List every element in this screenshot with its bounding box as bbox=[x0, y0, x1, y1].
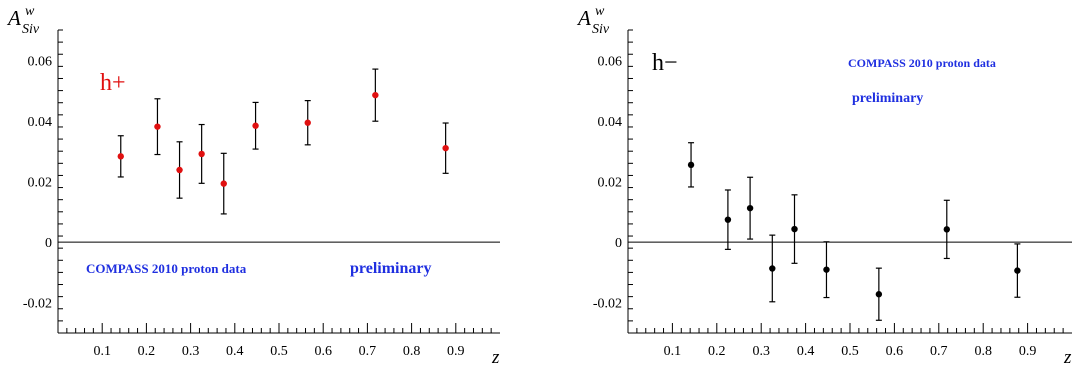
y-tick-label: 0.06 bbox=[598, 54, 623, 69]
x-tick-label: 0.1 bbox=[664, 344, 682, 359]
data-point bbox=[117, 153, 124, 160]
data-point bbox=[687, 161, 695, 169]
x-tick-label: 0.6 bbox=[886, 344, 904, 359]
annotation-preliminary: preliminary bbox=[350, 260, 431, 277]
data-point bbox=[724, 216, 732, 223]
x-tick-label: 0.2 bbox=[708, 344, 726, 359]
y-tick-label: 0 bbox=[45, 236, 52, 251]
y-tick-label: 0.04 bbox=[28, 115, 53, 130]
y-axis-label-sup: w bbox=[595, 4, 605, 19]
x-tick-label: 0.5 bbox=[841, 344, 859, 359]
x-tick-label: 0.4 bbox=[797, 344, 815, 359]
y-tick-label: 0.02 bbox=[28, 176, 53, 191]
data-point bbox=[154, 123, 161, 130]
y-axis-label-sup: w bbox=[25, 4, 35, 19]
x-tick-label: 0.5 bbox=[270, 344, 288, 359]
y-axis-label-sub: Siv bbox=[22, 22, 40, 37]
y-axis-label: A bbox=[6, 6, 21, 30]
data-point bbox=[176, 166, 183, 174]
x-tick-label: 0.3 bbox=[752, 344, 770, 359]
data-point bbox=[252, 122, 259, 129]
data-point bbox=[875, 291, 883, 298]
data-point bbox=[943, 226, 950, 233]
y-tick-label: 0.04 bbox=[598, 115, 623, 130]
x-tick-label: 0.9 bbox=[447, 344, 465, 359]
annotation-preliminary: preliminary bbox=[852, 91, 923, 106]
y-axis-label-sub: Siv bbox=[592, 22, 610, 37]
x-tick-label: 0.9 bbox=[1019, 344, 1037, 359]
y-tick-label: -0.02 bbox=[593, 297, 622, 312]
y-tick-label: -0.02 bbox=[23, 297, 52, 312]
series-label: h− bbox=[652, 50, 678, 76]
x-axis-label: z bbox=[1063, 347, 1072, 365]
panel-h-plus: 0.1 0.2 0.3 0.4 0.5 0.6 0.7 0.8 0.9 -0.02 0 0.02 0.0… bbox=[6, 4, 500, 365]
x-tick-label: 0.2 bbox=[138, 344, 156, 359]
x-tick-label: 0.8 bbox=[974, 344, 992, 359]
data-point bbox=[769, 265, 776, 272]
x-tick-label: 0.1 bbox=[93, 344, 111, 359]
y-axis-label: A bbox=[576, 6, 591, 30]
data-point bbox=[1014, 267, 1021, 274]
y-tick-label: 0.02 bbox=[598, 176, 623, 191]
y-tick-label: 0 bbox=[615, 236, 622, 251]
data-point bbox=[372, 91, 379, 99]
data-point bbox=[746, 204, 754, 212]
data-point bbox=[442, 144, 449, 152]
annotation-experiment: COMPASS 2010 proton data bbox=[848, 56, 996, 70]
data-point bbox=[823, 266, 830, 273]
data-point bbox=[791, 225, 798, 233]
y-tick-label: 0.06 bbox=[28, 54, 53, 69]
x-tick-label: 0.8 bbox=[403, 344, 421, 359]
x-tick-label: 0.7 bbox=[930, 344, 948, 359]
series-label: h+ bbox=[100, 70, 126, 96]
panel-h-minus: 0.1 0.2 0.3 0.4 0.5 0.6 0.7 0.8 0.9 -0.02 0 0.02 0.0… bbox=[576, 4, 1072, 365]
x-tick-label: 0.4 bbox=[226, 344, 244, 359]
data-point bbox=[304, 119, 311, 126]
annotation-experiment: COMPASS 2010 proton data bbox=[86, 261, 247, 276]
data-point bbox=[220, 180, 227, 187]
x-tick-label: 0.3 bbox=[182, 344, 200, 359]
x-tick-label: 0.6 bbox=[314, 344, 332, 359]
x-axis-label: z bbox=[491, 347, 500, 365]
data-point bbox=[198, 150, 205, 158]
x-tick-label: 0.7 bbox=[359, 344, 377, 359]
